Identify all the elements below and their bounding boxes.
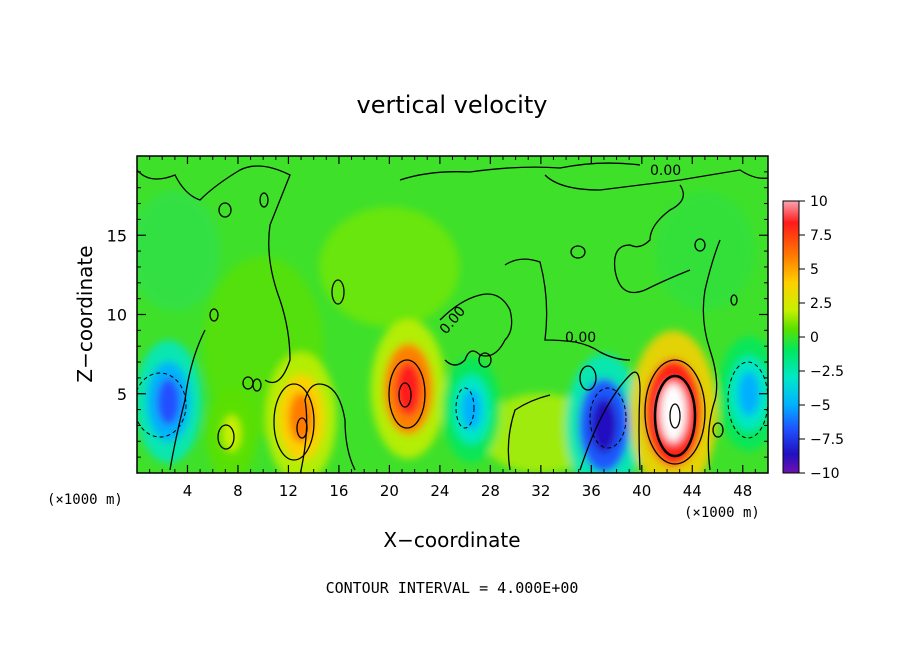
field-anomaly-core: [157, 378, 181, 426]
contour-loop: [455, 387, 475, 429]
contour-lines: [137, 162, 768, 473]
contour-loop: [252, 378, 262, 392]
contour-loop: [217, 424, 235, 450]
x-unit-right: (×1000 m): [684, 505, 760, 521]
x-tick-label: 12: [279, 482, 298, 500]
contour-loop: [209, 308, 219, 322]
y-axis: 5 10 15: [107, 171, 768, 458]
colorbar-tick-label: 0: [810, 330, 819, 346]
contour-line: [439, 293, 513, 366]
contour-line: [613, 184, 691, 294]
y-tick-label: 10: [107, 306, 127, 325]
colorbar-ticks: 10 7.5 5 2.5 0 −2.5 −5 −7.5 −10: [799, 194, 844, 482]
colorbar-tick-label: 2.5: [810, 296, 832, 312]
colorbar-tick-label: −5: [810, 398, 831, 414]
x-tick-label: 20: [380, 482, 399, 500]
y-tick-label: 15: [107, 226, 127, 245]
contour-line: [702, 239, 721, 471]
colorbar-tick-label: 5: [810, 262, 819, 278]
contour-loop: [653, 374, 697, 458]
field-region: [319, 206, 460, 327]
x-tick-label: 48: [733, 482, 752, 500]
field-anomaly-core: [222, 415, 241, 452]
contour-loop: [669, 403, 681, 429]
x-tick-label: 44: [683, 482, 702, 500]
field-region: [137, 191, 220, 312]
x-tick-label: 40: [632, 482, 651, 500]
y-axis-label: Z−coordinate: [73, 245, 97, 382]
contour-loop: [694, 238, 706, 252]
colorbar-tick-label: −7.5: [810, 432, 844, 448]
contour-line: [544, 169, 768, 191]
contour-line: [579, 371, 641, 471]
contour-loop: [259, 192, 269, 208]
x-tick-label: 4: [183, 482, 193, 500]
contour-line: [169, 329, 206, 471]
contour-loop: [296, 417, 308, 439]
colorbar-tick-label: 10: [810, 194, 828, 210]
x-tick-label: 28: [481, 482, 500, 500]
contour-loop: [478, 352, 492, 368]
colorbar-tick-label: 7.5: [810, 228, 832, 244]
contour-loop: [273, 383, 315, 461]
contour-loop: [589, 387, 627, 449]
contour-loop: [388, 359, 426, 429]
contour-loop: [727, 361, 768, 439]
contour-loop: [644, 359, 706, 465]
contour-line: [137, 165, 291, 384]
contour-label: 0.00: [650, 163, 681, 179]
contour-loop: [712, 422, 724, 438]
x-axis-label: X−coordinate: [383, 528, 520, 552]
field-anomaly-peak: [661, 384, 686, 442]
field-anomaly-core: [395, 362, 422, 416]
contour-label: 0.00: [565, 330, 596, 346]
contour-line: [504, 258, 631, 361]
contour-loop: [570, 245, 586, 259]
field-anomaly-core: [738, 371, 760, 416]
x-tick-label: 24: [430, 482, 449, 500]
contour-loop: [218, 202, 232, 218]
contour-loop: [730, 294, 738, 306]
x-tick-label: 8: [233, 482, 243, 500]
x-tick-label: 36: [582, 482, 601, 500]
y-tick-label: 5: [117, 385, 127, 404]
contour-loop: [398, 382, 412, 408]
chart-title: vertical velocity: [357, 91, 548, 119]
x-tick-label: 16: [329, 482, 348, 500]
contour-line: [399, 162, 641, 181]
contour-line: [507, 394, 551, 471]
field-anomaly-core: [461, 389, 482, 430]
contour-interval-text: CONTOUR INTERVAL = 4.000E+00: [326, 579, 579, 597]
colorbar: 10 7.5 5 2.5 0 −2.5 −5 −7.5 −10: [782, 194, 844, 482]
contour-loop: [579, 365, 597, 391]
x-axis: 4 8 12 16 20 24 28 32 36 40 44 48: [149, 156, 756, 500]
colorbar-scale: [782, 200, 800, 474]
contour-loop: [137, 372, 187, 438]
colorbar-tick-label: −2.5: [810, 364, 844, 380]
field-region: [654, 191, 755, 312]
field-shading: [137, 191, 768, 473]
x-unit-left: (×1000 m): [47, 492, 123, 508]
plot-area: 0.00 0.00 0.00: [137, 156, 768, 473]
field-anomaly-core: [590, 397, 618, 454]
contour-loop: [331, 279, 345, 305]
colorbar-tick-label: −10: [810, 466, 840, 482]
x-tick-label: 32: [531, 482, 550, 500]
